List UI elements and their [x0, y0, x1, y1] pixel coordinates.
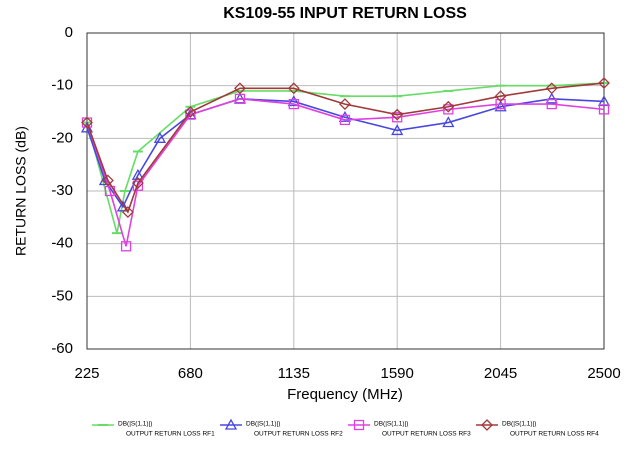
series-line	[86, 98, 605, 247]
legend-label: DB(|S(1,1)|)	[246, 421, 280, 428]
y-tick-label: 0	[65, 24, 73, 41]
marker	[224, 418, 238, 430]
y-tick-label: -20	[51, 129, 73, 146]
chart-title: KS109-55 INPUT RETURN LOSS	[223, 5, 467, 22]
marker	[234, 93, 246, 104]
legend-label: DB(|S(1,1)|)	[118, 421, 152, 428]
marker	[442, 116, 455, 128]
plot-border	[86, 32, 605, 350]
marker	[545, 82, 558, 95]
marker	[339, 114, 351, 126]
marker	[185, 109, 196, 120]
marker	[545, 92, 558, 104]
marker	[494, 100, 507, 112]
marker	[131, 168, 145, 180]
marker	[101, 174, 114, 187]
marker	[132, 180, 144, 191]
series-line	[86, 98, 605, 209]
marker	[184, 106, 197, 118]
legend-label: OUTPUT RETURN LOSS RF2	[254, 431, 343, 438]
marker	[338, 110, 352, 122]
marker	[121, 206, 134, 218]
marker	[287, 95, 300, 107]
x-tick-label: 2500	[587, 365, 620, 382]
marker	[442, 100, 455, 113]
marker	[443, 104, 454, 115]
x-axis-label: Frequency (MHz)	[287, 386, 403, 403]
marker	[391, 108, 404, 121]
marker	[120, 241, 132, 252]
x-tick-label: 1590	[381, 365, 414, 382]
y-axis-label: RETURN LOSS (dB)	[13, 126, 29, 256]
marker	[598, 104, 610, 115]
marker	[481, 419, 493, 431]
y-tick-label: -60	[51, 340, 73, 357]
marker	[234, 82, 246, 95]
series-line	[86, 82, 605, 214]
marker	[495, 98, 506, 110]
legend-label: OUTPUT RETURN LOSS RF1	[126, 431, 215, 438]
legend-label: DB(|S(1,1)|)	[502, 421, 536, 428]
marker	[598, 77, 610, 89]
marker	[392, 112, 403, 123]
marker	[353, 419, 365, 431]
marker	[131, 177, 144, 190]
legend-label: OUTPUT RETURN LOSS RF3	[382, 431, 471, 438]
x-tick-label: 225	[74, 365, 99, 382]
x-tick-label: 680	[178, 365, 203, 382]
legend-label: OUTPUT RETURN LOSS RF4	[510, 431, 599, 438]
y-tick-label: -10	[51, 77, 73, 94]
marker	[153, 131, 167, 143]
y-tick-label: -30	[51, 182, 73, 199]
marker	[116, 200, 130, 212]
marker	[546, 98, 557, 110]
legend-label: DB(|S(1,1)|)	[374, 421, 408, 428]
x-tick-label: 2045	[484, 365, 517, 382]
y-tick-label: -40	[51, 235, 73, 252]
marker	[288, 98, 299, 110]
marker	[81, 116, 93, 129]
y-tick-label: -50	[51, 287, 73, 304]
marker	[339, 98, 351, 111]
marker	[287, 82, 300, 95]
x-tick-label: 1135	[278, 365, 310, 382]
marker	[494, 90, 507, 103]
marker	[391, 124, 404, 136]
